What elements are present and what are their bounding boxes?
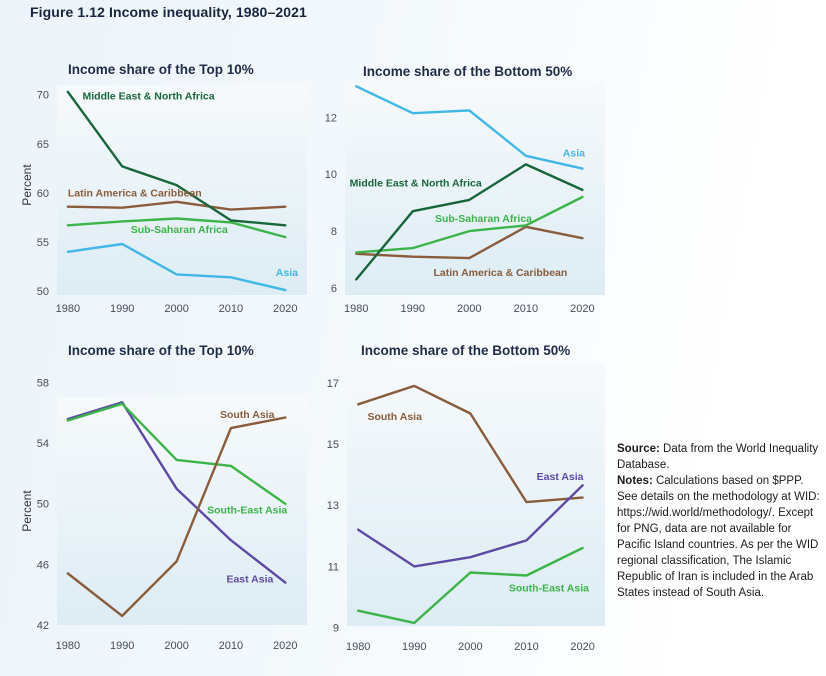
series-line-asia [355, 85, 584, 170]
series-line-east-asia [357, 484, 584, 568]
y-tick-label: 6 [331, 283, 337, 295]
chart-bottom50-asia: 9 11 13 15 17 1980 1990 2000 2010 2020 South Asia S… [320, 330, 612, 672]
x-tick-label: 2000 [458, 641, 482, 653]
y-tick-label: 12 [325, 112, 337, 124]
x-tick-label: 2020 [570, 303, 594, 315]
series-label-east-asia: East Asia [226, 573, 273, 585]
series-label-east-asia: East Asia [537, 471, 584, 483]
y-tick-label: 15 [327, 439, 339, 451]
series-label-sub-saharan-africa: Sub-Saharan Africa [131, 224, 228, 236]
chart-top10-regions: 50 55 60 65 70 1980 1990 2000 2010 2020 Latin Amer… [18, 55, 318, 333]
y-tick-label: 54 [37, 438, 49, 450]
x-tick-label: 1990 [110, 640, 134, 652]
chart-title: Income share of the Top 10% [68, 62, 254, 77]
x-tick-label: 2000 [457, 303, 481, 315]
chart-title: Income share of the Top 10% [68, 343, 254, 358]
y-tick-label: 11 [328, 561, 339, 573]
y-tick-label: 46 [37, 559, 49, 571]
series-line-middle-east-north-africa [355, 163, 584, 281]
series-line-south-asia [357, 384, 584, 504]
chart-bottom50-regions: 6 8 10 12 1980 1990 2000 2010 2020 Latin America … [325, 55, 612, 333]
source-text: Data from the World Inequality Database. [617, 443, 819, 471]
y-tick-label: 55 [37, 237, 49, 249]
x-tick-label: 2010 [514, 303, 538, 315]
x-tick-label: 2000 [164, 303, 188, 315]
series-label-latin-america-caribbean: Latin America & Caribbean [433, 267, 567, 279]
chart-svg-top10-regions: 50 55 60 65 70 1980 1990 2000 2010 2020 Latin Amer… [37, 85, 307, 315]
series-line-middle-east-north-africa [66, 90, 287, 227]
chart-title: Income share of the Bottom 50% [361, 343, 571, 358]
x-tick-label: 1980 [56, 640, 80, 652]
x-tick-label: 2010 [514, 641, 538, 653]
figure-title: Figure 1.12 Income inequality, 1980–2021 [30, 4, 307, 20]
y-tick-label: 42 [37, 620, 49, 632]
chart-svg-bottom50-asia: 9 11 13 15 17 1980 1990 2000 2010 2020 South Asia S… [327, 363, 605, 653]
y-tick-label: 60 [37, 188, 49, 200]
notes-line: Notes: Calculations based on $PPP. See d… [617, 473, 822, 601]
series-line-south-east-asia [66, 402, 287, 506]
x-tick-label: 2010 [219, 303, 243, 315]
y-axis-label: Percent [20, 164, 34, 206]
y-tick-label: 50 [37, 499, 49, 511]
series-line-sub-saharan-africa [355, 195, 584, 254]
x-tick-label: 2020 [570, 641, 594, 653]
series-line-latin-america-caribbean [66, 200, 287, 211]
series-label-south-east-asia: South-East Asia [207, 505, 287, 517]
x-tick-label: 1980 [344, 303, 368, 315]
plot-area [345, 82, 605, 295]
y-tick-label: 58 [37, 377, 49, 389]
chart-svg-bottom50-regions: 6 8 10 12 1980 1990 2000 2010 2020 Latin America … [325, 82, 605, 315]
series-line-south-asia [66, 416, 287, 618]
notes-label: Notes: [617, 475, 653, 487]
x-tick-label: 1990 [401, 303, 425, 315]
notes-block: Source: Data from the World Inequality D… [617, 441, 822, 601]
chart-svg-top10-asia: 42 46 50 54 58 1980 1990 2000 2010 2020 East Asia S… [37, 377, 307, 652]
series-line-east-asia [66, 401, 287, 584]
series-label-latin-america-caribbean: Latin America & Caribbean [68, 188, 202, 200]
x-tick-label: 2020 [273, 640, 297, 652]
y-axis-label: Percent [20, 490, 34, 532]
y-tick-label: 70 [37, 90, 49, 102]
series-label-south-east-asia: South-East Asia [509, 582, 589, 594]
source-label: Source: [617, 443, 660, 455]
x-tick-label: 1980 [346, 641, 370, 653]
y-tick-label: 65 [37, 139, 49, 151]
y-tick-label: 17 [327, 378, 339, 390]
plot-area [57, 397, 307, 625]
series-line-sub-saharan-africa [66, 217, 287, 239]
series-label-asia: Asia [563, 148, 585, 160]
y-tick-label: 13 [327, 500, 339, 512]
source-line: Source: Data from the World Inequality D… [617, 441, 822, 473]
series-label-middle-east-north-africa: Middle East & North Africa [83, 90, 215, 102]
y-tick-label: 50 [37, 286, 49, 298]
series-label-south-asia: South Asia [220, 409, 275, 421]
x-tick-label: 1990 [402, 641, 426, 653]
plot-area [347, 363, 605, 626]
y-tick-label: 8 [331, 226, 337, 238]
notes-text: Calculations based on $PPP. See details … [617, 475, 820, 599]
x-tick-label: 2010 [219, 640, 243, 652]
x-tick-label: 1990 [110, 303, 134, 315]
series-label-middle-east-north-africa: Middle East & North Africa [350, 177, 482, 189]
x-tick-label: 2020 [273, 303, 297, 315]
y-tick-label: 10 [325, 169, 337, 181]
series-label-asia: Asia [276, 267, 298, 279]
chart-top10-asia: 42 46 50 54 58 1980 1990 2000 2010 2020 East Asia S… [18, 330, 318, 672]
series-label-sub-saharan-africa: Sub-Saharan Africa [435, 213, 532, 225]
series-line-asia [66, 242, 287, 292]
series-label-south-asia: South Asia [367, 411, 422, 423]
series-line-latin-america-caribbean [355, 225, 584, 260]
chart-title: Income share of the Bottom 50% [363, 64, 573, 79]
x-tick-label: 1980 [56, 303, 80, 315]
y-tick-label: 9 [333, 622, 339, 634]
x-tick-label: 2000 [164, 640, 188, 652]
series-line-south-east-asia [357, 546, 584, 625]
